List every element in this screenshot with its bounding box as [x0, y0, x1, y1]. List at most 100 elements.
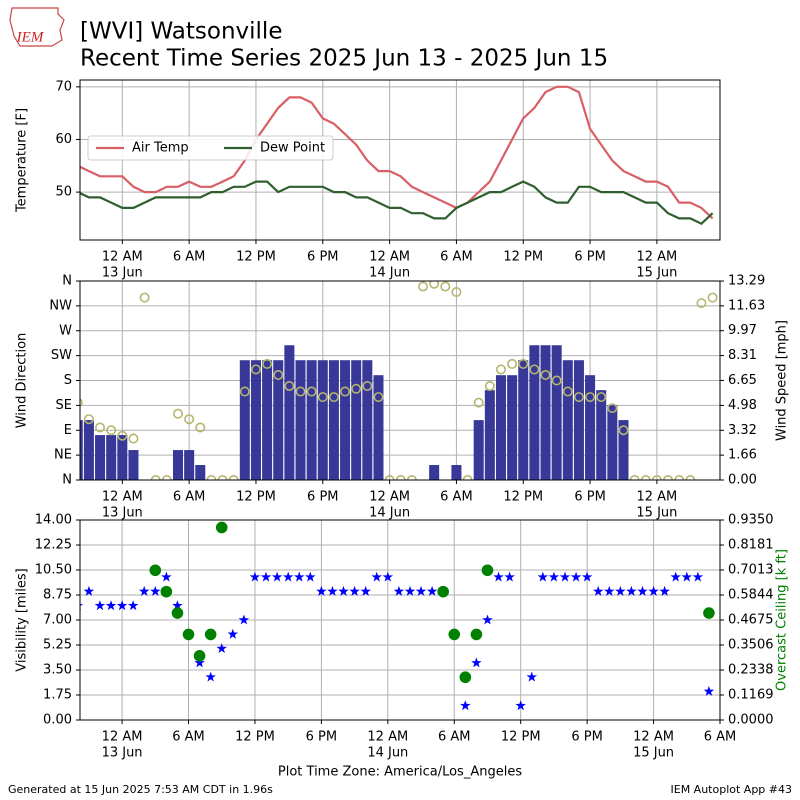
x-tick-label: 6 PM [574, 490, 605, 505]
point [562, 386, 573, 397]
y-axis-label: Visibility [miles] [15, 568, 30, 671]
y2-tick-label: 13.29 [728, 274, 765, 289]
x-tick-label: 6 AM [172, 730, 205, 745]
x-tick-label: 6 AM [173, 250, 206, 265]
bar [596, 390, 607, 480]
point [284, 381, 295, 392]
point [696, 298, 707, 309]
point [171, 607, 184, 619]
star-point [127, 600, 139, 611]
point [250, 364, 261, 375]
bar [573, 360, 584, 480]
star-point [382, 571, 394, 582]
x-tick-label: 12 AM [369, 490, 410, 505]
star-point [460, 700, 471, 711]
bar [618, 420, 629, 480]
x-tick-label: 12 PM [503, 250, 543, 265]
x-tick-sublabel: 15 Jun [636, 266, 677, 281]
star-point [692, 571, 704, 582]
star-point [426, 585, 438, 596]
star-point [94, 600, 106, 611]
star-point [681, 571, 692, 582]
star-point [648, 585, 659, 596]
point [596, 392, 607, 403]
x-tick-label: 12 AM [102, 730, 143, 745]
star-point [294, 571, 305, 582]
point [182, 628, 195, 641]
star-point [581, 571, 593, 582]
point [507, 358, 518, 369]
x-tick-sublabel: 14 Jun [367, 746, 408, 761]
star-point [205, 671, 216, 682]
y2-tick-label: 0.8181 [728, 538, 774, 553]
point [295, 386, 306, 397]
star-point [338, 585, 349, 596]
star-point [194, 657, 205, 668]
footer-left: Generated at 15 Jun 2025 7:53 AM CDT in … [8, 783, 273, 796]
point [473, 397, 484, 408]
plot-area [80, 521, 715, 711]
star-point [404, 585, 416, 596]
star-point [559, 571, 571, 582]
plot-frame [79, 79, 721, 241]
y-tick-label: W [59, 323, 72, 338]
x-tick-label: 12 AM [102, 490, 143, 505]
x-tick-label: 12 AM [367, 730, 408, 745]
bar [117, 435, 128, 480]
point [204, 628, 217, 641]
point [484, 381, 495, 392]
y2-tick-label: 0.3506 [728, 638, 774, 653]
star-point [83, 585, 95, 596]
line-series [80, 85, 714, 220]
star-point [471, 657, 482, 668]
footer-right: IEM Autoplot App #43 [671, 783, 793, 796]
y-tick-label: 7.00 [43, 613, 72, 628]
bar [451, 465, 462, 480]
bar [518, 360, 529, 480]
bar [540, 345, 551, 480]
y-axis-label: Temperature [F] [15, 108, 30, 213]
y-tick-label: 50 [55, 185, 72, 200]
x-tick-sublabel: 13 Jun [102, 506, 143, 521]
y-tick-label: 12.25 [35, 538, 72, 553]
bar [551, 345, 562, 480]
y2-tick-label: 0.1169 [728, 687, 774, 702]
point [437, 585, 449, 598]
plot-area [80, 281, 718, 480]
y-tick-label: NW [49, 298, 72, 313]
star-point [548, 571, 560, 582]
star-point [260, 571, 272, 582]
y2-tick-label: 0.4675 [728, 613, 774, 628]
y2-tick-label: 0.9350 [728, 513, 774, 528]
star-point [515, 700, 526, 711]
y2-tick-label: 0.5844 [728, 587, 774, 602]
plot-frame [79, 280, 721, 481]
x-tick-label: 12 PM [235, 730, 275, 745]
star-point [360, 585, 371, 596]
logo: IEM [9, 7, 65, 47]
y2-tick-label: 4.98 [728, 398, 757, 413]
bar [83, 420, 94, 480]
y2-tick-label: 0.2338 [728, 662, 774, 677]
star-point [161, 571, 172, 582]
point [139, 292, 150, 303]
y2-tick-label: 0.0000 [728, 713, 774, 728]
bar [295, 360, 306, 480]
point [215, 521, 228, 534]
star-point [216, 643, 227, 653]
x-tick-sublabel: 14 Jun [369, 506, 410, 521]
star-point [703, 685, 715, 696]
y-tick-label: 1.75 [43, 688, 72, 703]
star-point [659, 585, 670, 596]
point [193, 650, 206, 662]
star-point [371, 571, 382, 582]
point [362, 381, 373, 392]
y2-tick-label: 0.00 [728, 473, 757, 488]
star-point [271, 571, 283, 582]
x-tick-label: 6 PM [307, 250, 338, 265]
bar [585, 375, 596, 480]
y-tick-label: S [64, 373, 72, 388]
x-tick-label: 6 AM [440, 250, 473, 265]
x-tick-sublabel: 13 Jun [102, 746, 143, 761]
